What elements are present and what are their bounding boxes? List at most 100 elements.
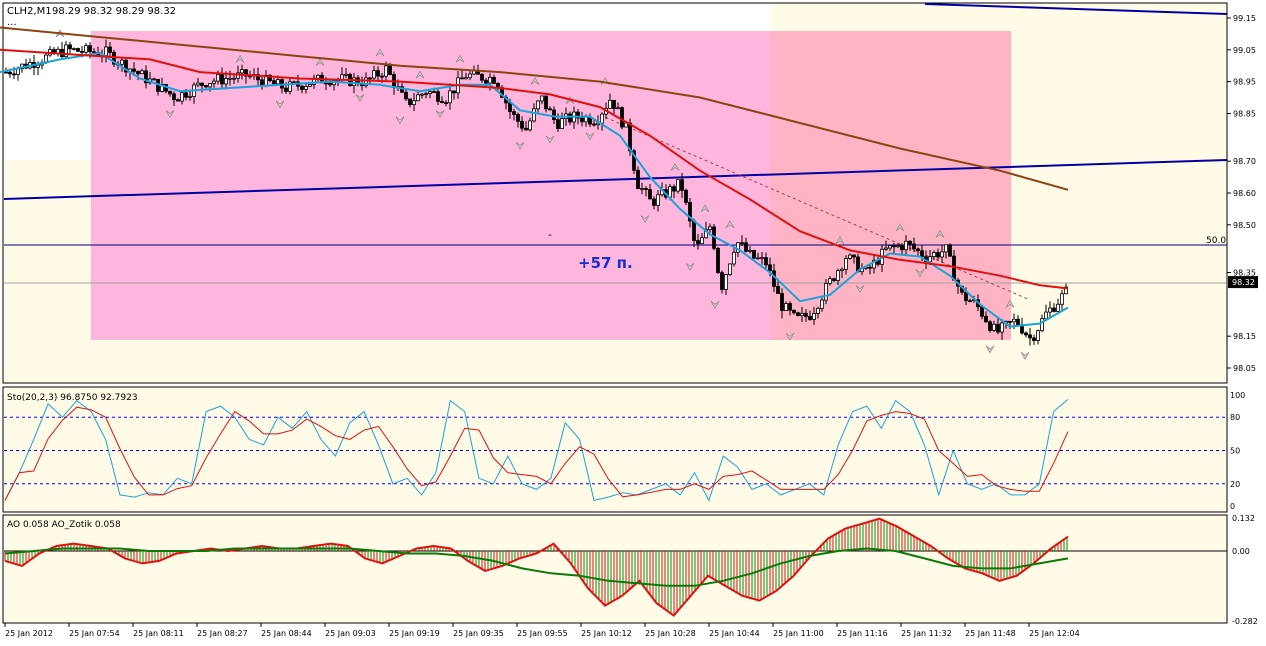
candle-body bbox=[992, 323, 996, 331]
candle-body bbox=[416, 94, 420, 102]
candle-body bbox=[12, 73, 16, 76]
candle-body bbox=[224, 78, 228, 85]
candle-body bbox=[896, 245, 900, 248]
candle-body bbox=[756, 257, 760, 260]
candle-body bbox=[760, 257, 764, 260]
candle-body bbox=[684, 189, 688, 203]
stoch-tick-label: 100 bbox=[1230, 391, 1245, 400]
fractal-marker bbox=[1005, 299, 1015, 308]
candle-body bbox=[208, 83, 212, 88]
candle-body bbox=[704, 229, 708, 239]
candle-body bbox=[796, 312, 800, 317]
candle-body bbox=[688, 202, 692, 222]
candle-body bbox=[376, 70, 380, 77]
candle-body bbox=[308, 84, 312, 87]
candle-body bbox=[8, 71, 12, 75]
time-tick-label: 25 Jan 10:28 bbox=[645, 629, 696, 638]
candle-body bbox=[536, 100, 540, 110]
candle-body bbox=[144, 70, 148, 84]
candle-body bbox=[124, 59, 128, 73]
candle-body bbox=[104, 46, 108, 57]
candle-body bbox=[88, 45, 92, 53]
candle-body bbox=[492, 77, 496, 84]
candle-body bbox=[324, 82, 328, 85]
trendline-upper bbox=[924, 3, 1228, 15]
candle-body bbox=[752, 249, 756, 259]
ao-tick-label: -0.282 bbox=[1232, 617, 1258, 626]
ao-tick-label: 0.00 bbox=[1232, 547, 1250, 556]
candle-body bbox=[80, 51, 84, 53]
fractal-marker bbox=[530, 77, 540, 85]
candle-body bbox=[68, 44, 72, 50]
candle-body bbox=[120, 59, 124, 65]
candle-body bbox=[36, 64, 40, 68]
fractal-marker bbox=[435, 110, 445, 119]
time-tick-label: 25 Jan 11:00 bbox=[773, 629, 824, 638]
candle-body bbox=[388, 65, 392, 75]
fractal-marker bbox=[545, 135, 555, 144]
candle-body bbox=[788, 303, 792, 311]
candle-body bbox=[1036, 330, 1040, 341]
current-price-label: 98.32 bbox=[1232, 278, 1255, 287]
candle-body bbox=[996, 323, 1000, 333]
price-tick-label: 98.95 bbox=[1233, 78, 1256, 87]
fractal-marker bbox=[710, 301, 720, 309]
candle-body bbox=[92, 51, 96, 54]
candle-body bbox=[820, 299, 824, 309]
candle-body bbox=[132, 68, 136, 72]
candle-body bbox=[436, 91, 440, 102]
candle-body bbox=[352, 77, 356, 87]
candle-body bbox=[720, 272, 724, 290]
time-tick-label: 25 Jan 08:27 bbox=[197, 629, 248, 638]
candle-body bbox=[1060, 293, 1064, 305]
candle-body bbox=[692, 220, 696, 241]
candle-body bbox=[676, 179, 680, 192]
candle-body bbox=[932, 252, 936, 257]
candle-body bbox=[648, 189, 652, 200]
candle-body bbox=[484, 79, 488, 84]
candle-body bbox=[928, 256, 932, 263]
candle-body bbox=[4, 71, 8, 74]
candle-body bbox=[852, 254, 856, 258]
fractal-marker bbox=[375, 48, 385, 57]
candle-body bbox=[216, 74, 220, 82]
candle-body bbox=[448, 90, 452, 104]
candle-body bbox=[1040, 318, 1044, 332]
candle-body bbox=[240, 69, 244, 74]
candle-body bbox=[608, 99, 612, 109]
candle-body bbox=[528, 120, 532, 131]
candle-body bbox=[384, 65, 388, 77]
moving-average-line-2 bbox=[0, 48, 1069, 290]
candle-body bbox=[904, 240, 908, 251]
candle-body bbox=[668, 186, 672, 198]
fractal-marker bbox=[235, 54, 245, 63]
candle-body bbox=[980, 306, 984, 317]
price-tick-label: 98.60 bbox=[1233, 189, 1256, 198]
candle-body bbox=[744, 242, 748, 252]
stochastic-label: Sto(20,2,3) 96.8750 92.7923 bbox=[7, 393, 138, 403]
candle-body bbox=[816, 307, 820, 314]
candle-body bbox=[948, 244, 952, 257]
candle-body bbox=[1028, 334, 1032, 339]
candle-body bbox=[1012, 318, 1016, 323]
fractal-marker bbox=[165, 110, 175, 119]
candle-body bbox=[740, 242, 744, 245]
candle-body bbox=[380, 75, 384, 78]
candle-body bbox=[176, 99, 180, 102]
candle-body bbox=[168, 90, 172, 95]
candle-body bbox=[548, 108, 552, 111]
ao-tick-label: 0.132 bbox=[1232, 514, 1255, 523]
candle-body bbox=[532, 108, 536, 122]
time-tick-label: 25 Jan 08:44 bbox=[261, 629, 312, 638]
candle-body bbox=[288, 81, 292, 92]
candle-body bbox=[232, 77, 236, 80]
sub-marker: ... bbox=[7, 17, 17, 28]
candle-body bbox=[112, 51, 116, 65]
candle-body bbox=[1052, 307, 1056, 312]
candle-body bbox=[908, 240, 912, 245]
candle-body bbox=[364, 77, 368, 87]
candle-body bbox=[632, 150, 636, 171]
candle-body bbox=[220, 74, 224, 85]
candle-body bbox=[768, 264, 772, 272]
fractal-marker bbox=[985, 345, 995, 354]
